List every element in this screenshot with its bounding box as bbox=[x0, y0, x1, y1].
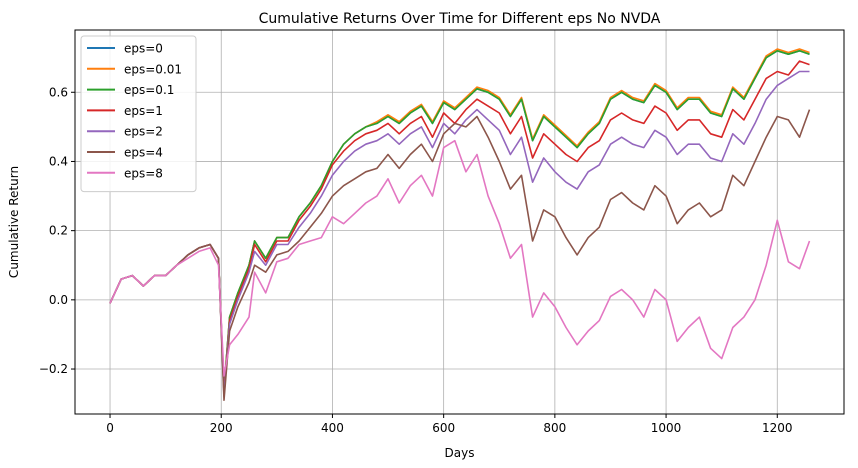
x-tick-label: 1200 bbox=[762, 421, 793, 435]
chart-title: Cumulative Returns Over Time for Differe… bbox=[259, 11, 661, 27]
x-tick-label: 200 bbox=[210, 421, 233, 435]
series-line-eps-8 bbox=[109, 139, 811, 377]
y-axis-label: Cumulative Return bbox=[7, 166, 21, 278]
x-tick-label: 600 bbox=[432, 421, 455, 435]
y-tick-label: 0.2 bbox=[49, 224, 68, 238]
legend-label: eps=2 bbox=[124, 125, 163, 139]
grid-lines bbox=[75, 30, 844, 414]
x-ticks: 0 200 400 600 800 1000 1200 bbox=[106, 414, 793, 435]
x-tick-label: 1000 bbox=[651, 421, 682, 435]
y-tick-label: 0.4 bbox=[49, 154, 68, 168]
series-line-eps-1 bbox=[109, 60, 810, 394]
legend-label: eps=1 bbox=[124, 104, 163, 118]
x-tick-label: 0 bbox=[106, 421, 114, 435]
legend-label: eps=8 bbox=[124, 166, 163, 180]
x-axis-label: Days bbox=[445, 446, 475, 460]
y-ticks: −0.2 0.0 0.2 0.4 0.6 bbox=[39, 85, 75, 376]
series-line-eps-0-01 bbox=[109, 48, 810, 391]
series-lines bbox=[109, 48, 811, 401]
y-tick-label: 0.6 bbox=[49, 85, 68, 99]
series-line-eps-2 bbox=[109, 70, 810, 398]
series-line-eps-0 bbox=[109, 50, 810, 391]
x-tick-label: 400 bbox=[321, 421, 344, 435]
series-line-eps-0-1 bbox=[109, 50, 810, 391]
x-tick-label: 800 bbox=[543, 421, 566, 435]
legend-label: eps=0.01 bbox=[124, 62, 182, 76]
plot-frame bbox=[74, 29, 845, 415]
legend: eps=0 eps=0.01 eps=0.1 eps=1 eps=2 eps=4 eps=8 bbox=[80, 35, 197, 193]
y-tick-label: −0.2 bbox=[39, 362, 68, 376]
legend-label: eps=0.1 bbox=[124, 83, 174, 97]
legend-label: eps=0 bbox=[124, 42, 163, 56]
legend-label: eps=4 bbox=[124, 146, 163, 160]
series-line-eps-4 bbox=[109, 109, 811, 401]
y-tick-label: 0.0 bbox=[49, 293, 68, 307]
